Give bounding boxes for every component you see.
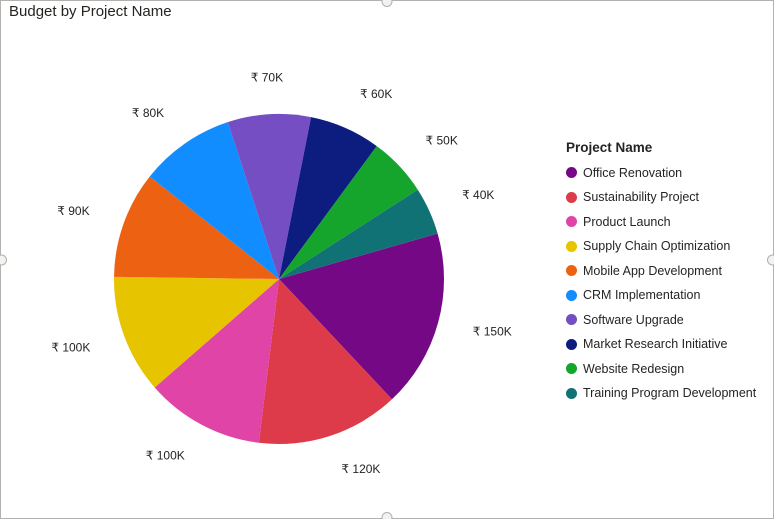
slice-label: ₹ 100K bbox=[146, 449, 185, 463]
chart-title: Budget by Project Name bbox=[9, 3, 172, 20]
legend-item[interactable]: Training Program Development bbox=[566, 387, 756, 400]
legend-item[interactable]: Sustainability Project bbox=[566, 191, 756, 204]
legend-label: Sustainability Project bbox=[583, 191, 699, 204]
legend-item[interactable]: Market Research Initiative bbox=[566, 338, 756, 351]
legend-label: Training Program Development bbox=[583, 387, 756, 400]
legend-swatch bbox=[566, 314, 577, 325]
legend: Project Name Office Renovation Sustainabi… bbox=[566, 141, 756, 412]
resize-handle-left[interactable] bbox=[0, 254, 7, 265]
slice-label: ₹ 150K bbox=[473, 325, 512, 339]
legend-swatch bbox=[566, 290, 577, 301]
legend-label: Market Research Initiative bbox=[583, 338, 728, 351]
legend-item[interactable]: Supply Chain Optimization bbox=[566, 240, 756, 253]
legend-item[interactable]: Product Launch bbox=[566, 216, 756, 229]
legend-swatch bbox=[566, 388, 577, 399]
legend-item[interactable]: Mobile App Development bbox=[566, 265, 756, 278]
legend-swatch bbox=[566, 265, 577, 276]
pie-chart: ₹ 150K ₹ 120K ₹ 100K ₹ 100K ₹ 90K ₹ 80K ₹ 70K ₹… bbox=[11, 31, 551, 519]
legend-item[interactable]: CRM Implementation bbox=[566, 289, 756, 302]
legend-swatch bbox=[566, 363, 577, 374]
chart-card: Budget by Project Name ₹ 150K ₹ 120K ₹ 100… bbox=[0, 0, 774, 519]
slice-label: ₹ 70K bbox=[251, 71, 283, 85]
legend-item[interactable]: Software Upgrade bbox=[566, 314, 756, 327]
slice-label: ₹ 90K bbox=[57, 204, 89, 218]
legend-label: Office Renovation bbox=[583, 167, 682, 180]
slice-label: ₹ 60K bbox=[360, 87, 392, 101]
resize-handle-right[interactable] bbox=[767, 254, 774, 265]
legend-label: Product Launch bbox=[583, 216, 671, 229]
legend-label: Website Redesign bbox=[583, 363, 684, 376]
slice-label: ₹ 50K bbox=[426, 134, 458, 148]
slice-label: ₹ 120K bbox=[341, 462, 380, 476]
legend-item[interactable]: Office Renovation bbox=[566, 167, 756, 180]
slice-label: ₹ 100K bbox=[51, 341, 90, 355]
legend-label: Supply Chain Optimization bbox=[583, 240, 730, 253]
legend-swatch bbox=[566, 339, 577, 350]
legend-swatch bbox=[566, 241, 577, 252]
legend-label: Mobile App Development bbox=[583, 265, 722, 278]
slice-label: ₹ 80K bbox=[132, 106, 164, 120]
resize-handle-top[interactable] bbox=[382, 0, 393, 7]
chart-area: ₹ 150K ₹ 120K ₹ 100K ₹ 100K ₹ 90K ₹ 80K ₹ 70K ₹… bbox=[11, 31, 763, 508]
legend-swatch bbox=[566, 167, 577, 178]
legend-label: CRM Implementation bbox=[583, 289, 700, 302]
slice-label: ₹ 40K bbox=[462, 188, 494, 202]
legend-swatch bbox=[566, 216, 577, 227]
legend-swatch bbox=[566, 192, 577, 203]
legend-label: Software Upgrade bbox=[583, 314, 684, 327]
legend-title: Project Name bbox=[566, 141, 756, 155]
legend-item[interactable]: Website Redesign bbox=[566, 363, 756, 376]
